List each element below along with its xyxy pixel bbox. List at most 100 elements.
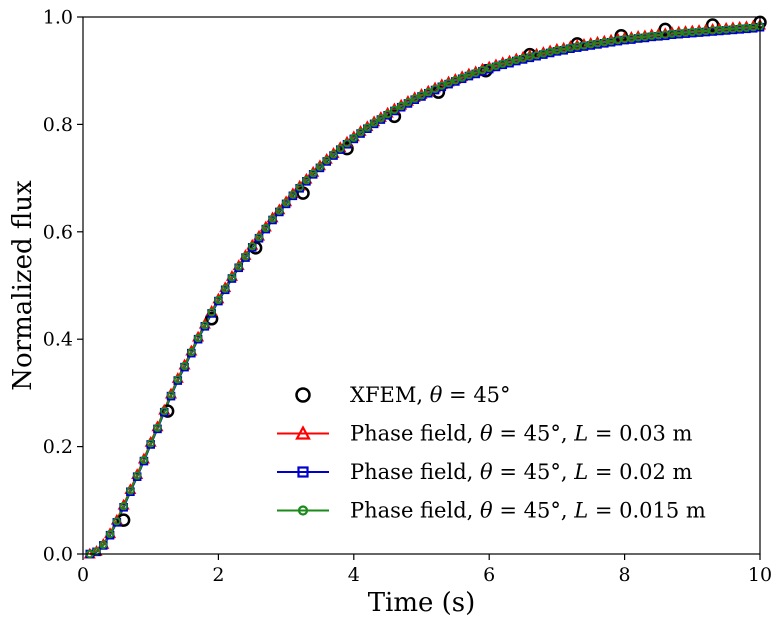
series-3-point [478,66,487,75]
series-3-point [458,73,467,82]
series-3-point [309,169,318,178]
y-axis: 0.0 0.2 0.4 0.6 0.8 1.0 [43,7,83,566]
x-axis-label: Time (s) [368,588,476,618]
legend-label-part: = 45°, [493,460,575,484]
series-3-point [187,347,196,357]
legend-label-part: = 0.03 m [588,422,692,446]
series-3-point [376,114,385,123]
legend-label-2: Phase field, θ = 45°, L = 0.02 m [350,460,693,484]
series-3-point [214,295,223,305]
series-3-point [193,334,203,343]
series-0-point [204,312,219,326]
x-tick-label: 6 [483,564,495,586]
series-3-point [288,190,297,199]
series-3-point [491,61,501,70]
legend-label-part: Phase field, [350,499,480,523]
series-3-point [302,176,311,185]
series-3-point [397,102,406,111]
legend-label-part: L [573,460,588,484]
series-3-point [261,223,270,233]
y-tick-label: 0.8 [43,114,73,136]
series-3-point [119,502,128,511]
series-3-point [322,156,331,165]
y-tick-label: 0.0 [43,544,73,566]
y-tick-label: 0.2 [43,436,73,458]
series-3-point [356,128,365,137]
series-3-point [424,88,433,97]
series-3-point [444,78,453,88]
series-3-point [451,76,460,85]
series-3-point [275,206,284,215]
series-3-point [200,321,209,330]
legend-label-part: θ [480,460,493,484]
series-3-point [390,105,399,115]
series-3-point [160,407,169,416]
series-3-point [99,540,108,549]
series-3-point [153,423,162,432]
series-3-point [139,455,149,465]
series-3-point [403,98,413,107]
series-3-point [268,214,277,224]
series-3-point [207,308,216,317]
series-3-point [234,262,243,271]
legend-label-3: Phase field, θ = 45°, L = 0.015 m [350,499,706,523]
series-3-point [254,233,264,242]
legend-label-part: Phase field, [350,422,480,446]
y-tick-label: 1.0 [43,7,73,29]
legend-label-part: L [573,499,588,523]
series-3-point [180,361,189,371]
series-3-point [146,439,155,448]
legend-label-part: = 0.015 m [588,499,706,523]
series-3-point [126,486,135,495]
series-3-point [227,273,237,282]
legend-label-part: θ [480,422,493,446]
series-3-point [295,183,304,192]
legend-label-part: Phase field, [350,460,480,484]
series-3-point [248,242,257,251]
x-tick-label: 2 [212,564,224,586]
legend: XFEM, θ = 45° Phase field, θ = 45°, L = 0… [277,383,706,523]
y-axis-label: Normalized flux [8,180,38,391]
plot-frame [82,16,761,555]
series-3-point [342,139,352,148]
series-3-point [105,530,115,539]
series-3-point [221,284,230,293]
series-3-point [241,252,250,261]
series-3-point [281,198,291,207]
series-3-point [349,133,358,142]
series-3-point [437,81,446,90]
x-tick-label: 8 [619,564,631,586]
legend-label-part: L [573,422,588,446]
series-3-point [133,471,142,480]
series-3-point [329,150,338,159]
x-tick-label: 4 [348,564,360,586]
series-3-point [315,162,325,171]
y-tick-label: 0.4 [43,329,73,351]
legend-label-part: θ [430,383,443,407]
legend-marker-0 [295,387,311,403]
series-3-point [363,123,372,132]
series-3-point [485,63,494,73]
legend-label-1: Phase field, θ = 45°, L = 0.03 m [350,422,693,446]
x-tick-label: 0 [77,564,89,586]
x-tick-label: 10 [748,564,772,586]
y-tick-label: 0.6 [43,221,73,243]
series-3-point [166,390,176,400]
legend-label-part: = 45°, [493,422,575,446]
legend-label-part: XFEM, [350,383,430,407]
series-3-point [471,68,480,77]
series-3-point [430,84,440,94]
series-0-point [340,141,354,156]
series-3-point [370,118,379,127]
series-3-point [112,517,121,526]
legend-marker-2 [297,466,309,478]
series-3-point [336,144,345,153]
series-3-point [505,58,514,67]
series-3-point [464,70,473,80]
series-3-point [383,110,392,119]
series-3-point [417,91,426,100]
series-3-point [410,94,419,103]
legend-marker-1 [295,425,311,440]
